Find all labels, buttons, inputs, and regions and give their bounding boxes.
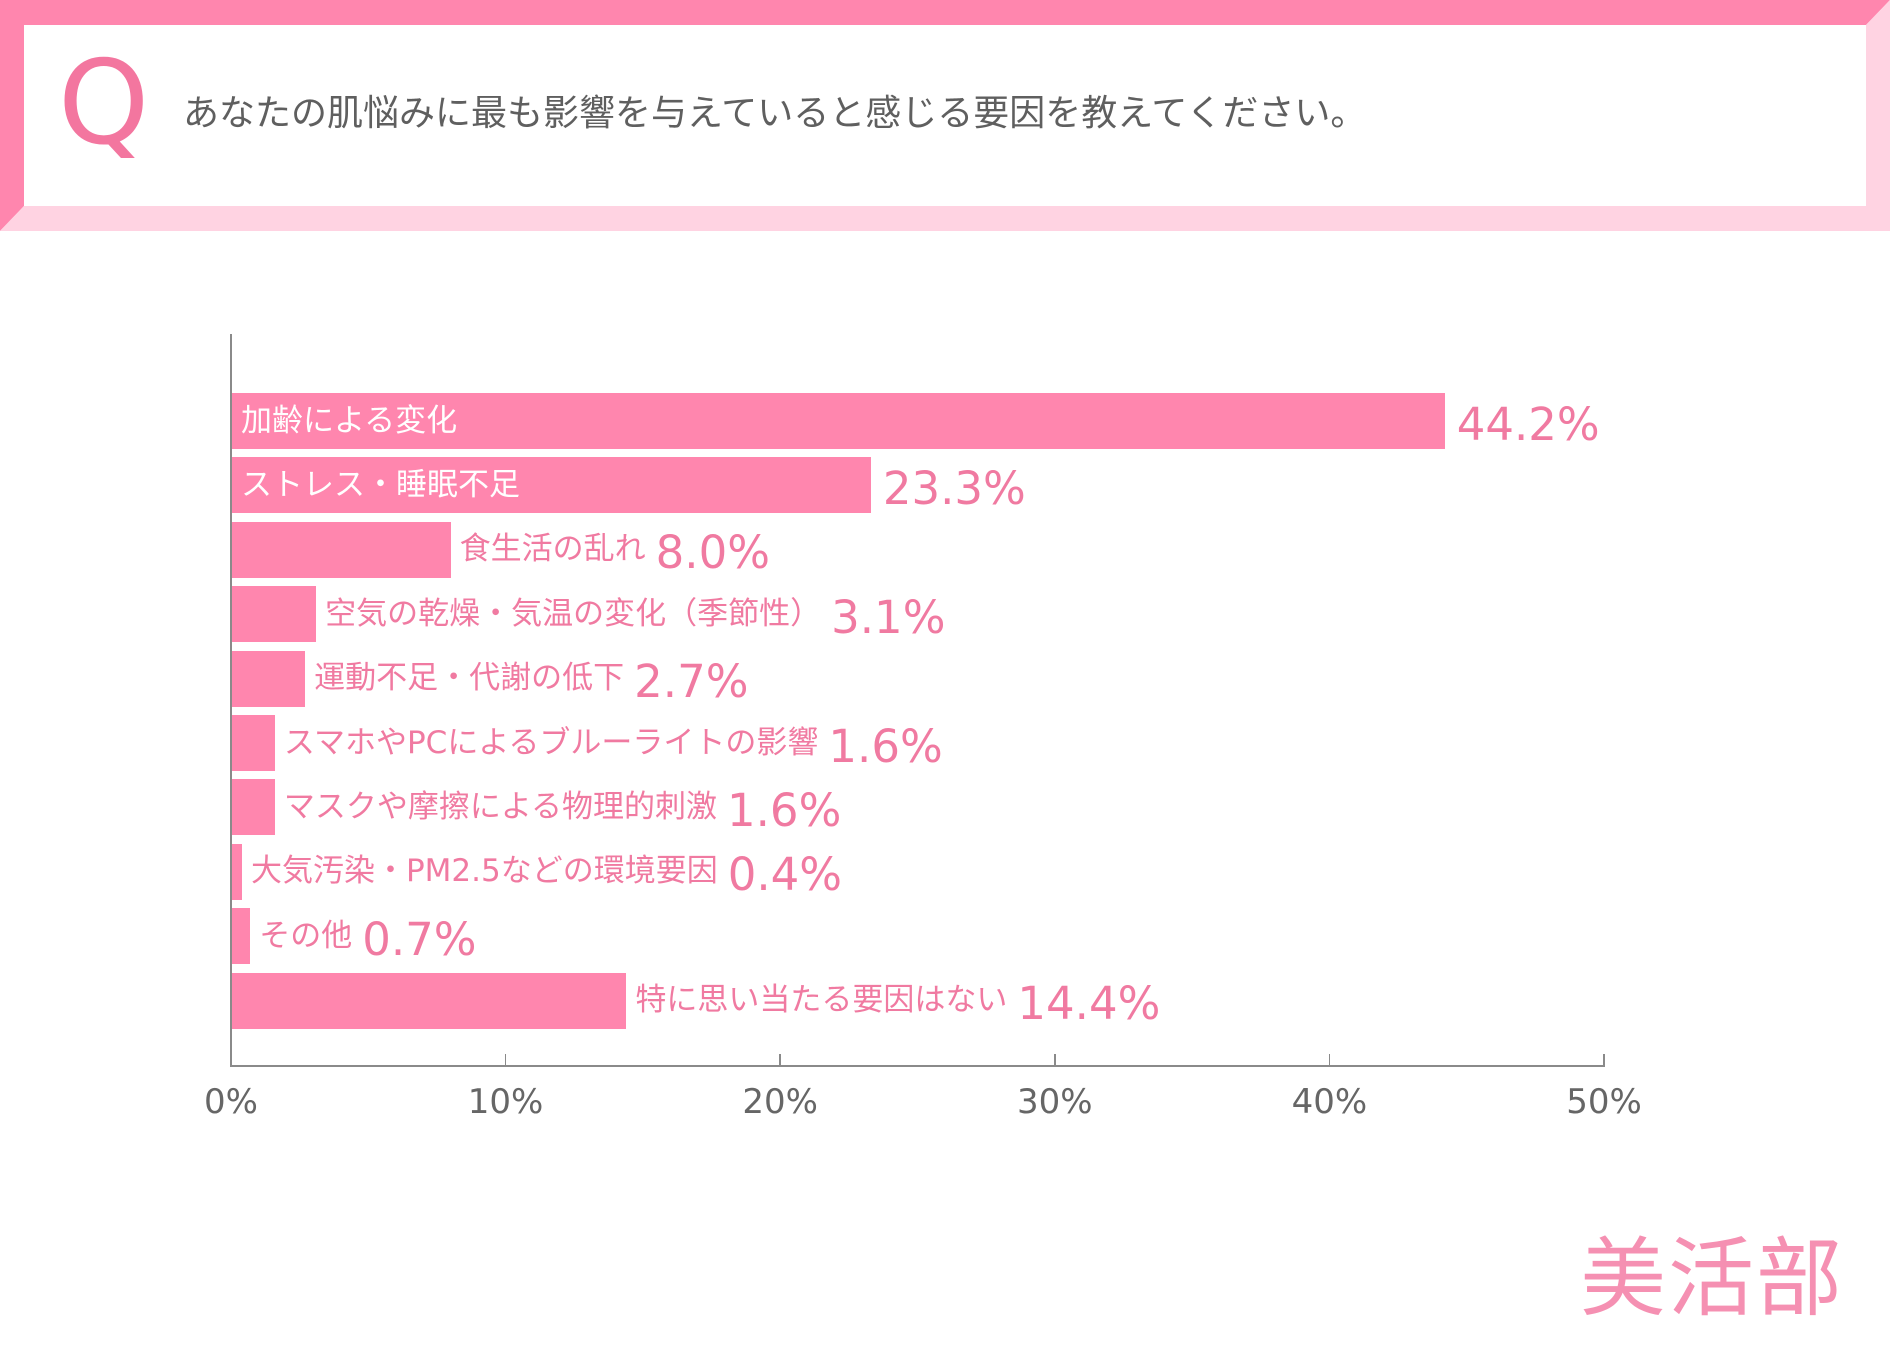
- category-label: 空気の乾燥・気温の変化（季節性）: [325, 595, 822, 632]
- x-tick-label: 40%: [1291, 1082, 1368, 1122]
- bar: [231, 586, 317, 643]
- bar: [231, 972, 627, 1029]
- bar: [231, 521, 451, 578]
- bar: [231, 843, 242, 900]
- bar-value-annotation: 44.2%: [1457, 393, 1600, 449]
- brand-logo: 美活部: [1580, 1229, 1844, 1329]
- bar-inner-annotation: ストレス・睡眠不足: [241, 457, 520, 513]
- data-label: 1.6%: [828, 719, 943, 773]
- data-label: 23.3%: [882, 461, 1026, 515]
- data-label: 0.7%: [362, 912, 477, 966]
- bar: [231, 715, 275, 771]
- x-tick-label: 30%: [1017, 1082, 1093, 1122]
- x-tick-label: 10%: [467, 1082, 544, 1122]
- bar-annotation: 大気汚染・PM2.5などの環境要因 0.4%: [251, 844, 842, 900]
- bar: [231, 457, 871, 514]
- header-frame-light-edge: [0, 0, 1890, 231]
- header-frame-dark-edge: [0, 0, 1890, 231]
- bar: [231, 393, 1445, 449]
- data-label: 0.4%: [727, 848, 843, 902]
- bar-inner-annotation: 加齢による変化: [241, 393, 457, 449]
- header-panel: [24, 25, 1866, 206]
- question-text: あなたの肌悩みに最も影響を与えていると感じる要因を教えてください。: [183, 93, 1367, 134]
- category-label: スマホやPCによるブルーライトの影響: [283, 724, 819, 761]
- x-tick-label: 0%: [204, 1082, 258, 1122]
- bar-annotation: スマホやPCによるブルーライトの影響 1.6%: [284, 715, 943, 771]
- bar-annotation: 特に思い当たる要因はない 14.4%: [635, 973, 1160, 1029]
- bar: [231, 650, 306, 707]
- bar-annotation: 運動不足・代謝の低下 2.7%: [314, 651, 748, 707]
- data-label: 44.2%: [1456, 397, 1600, 451]
- question-mark-q: Q: [58, 36, 150, 171]
- category-label: その他: [259, 917, 353, 954]
- data-label: 1.6%: [727, 783, 842, 837]
- category-label: マスクや摩擦による物理的刺激: [283, 788, 717, 825]
- category-label: 加齢による変化: [241, 402, 458, 439]
- x-tick: [230, 1054, 232, 1065]
- x-tick: [779, 1054, 781, 1065]
- x-tick: [1328, 1054, 1331, 1065]
- bar-annotation: その他 0.7%: [259, 908, 476, 964]
- data-label: 3.1%: [831, 590, 946, 644]
- category-label: ストレス・睡眠不足: [241, 466, 520, 503]
- bar-value-annotation: 23.3%: [883, 457, 1026, 513]
- y-axis-line: [230, 334, 232, 1066]
- data-label: 8.0%: [655, 526, 770, 580]
- category-label: 大気汚染・PM2.5などの環境要因: [250, 853, 718, 890]
- x-tick: [1603, 1054, 1605, 1065]
- category-label: 特に思い当たる要因はない: [635, 982, 1008, 1019]
- bar-annotation: マスクや摩擦による物理的刺激 1.6%: [284, 779, 841, 835]
- x-axis-line: [230, 1065, 1605, 1067]
- x-tick: [504, 1054, 507, 1065]
- x-tick-label: 50%: [1566, 1082, 1642, 1122]
- bar-annotation: 食生活の乱れ 8.0%: [460, 522, 770, 578]
- data-label: 14.4%: [1017, 977, 1161, 1031]
- category-label: 運動不足・代謝の低下: [314, 660, 625, 697]
- x-tick-label: 20%: [742, 1082, 818, 1122]
- category-label: 食生活の乱れ: [459, 531, 646, 568]
- header-frame: [0, 0, 1890, 231]
- data-label: 2.7%: [634, 655, 749, 709]
- bar-annotation: 空気の乾燥・気温の変化（季節性） 3.1%: [325, 586, 945, 642]
- bar: [231, 908, 251, 965]
- bar: [231, 779, 275, 836]
- x-tick: [1054, 1054, 1056, 1065]
